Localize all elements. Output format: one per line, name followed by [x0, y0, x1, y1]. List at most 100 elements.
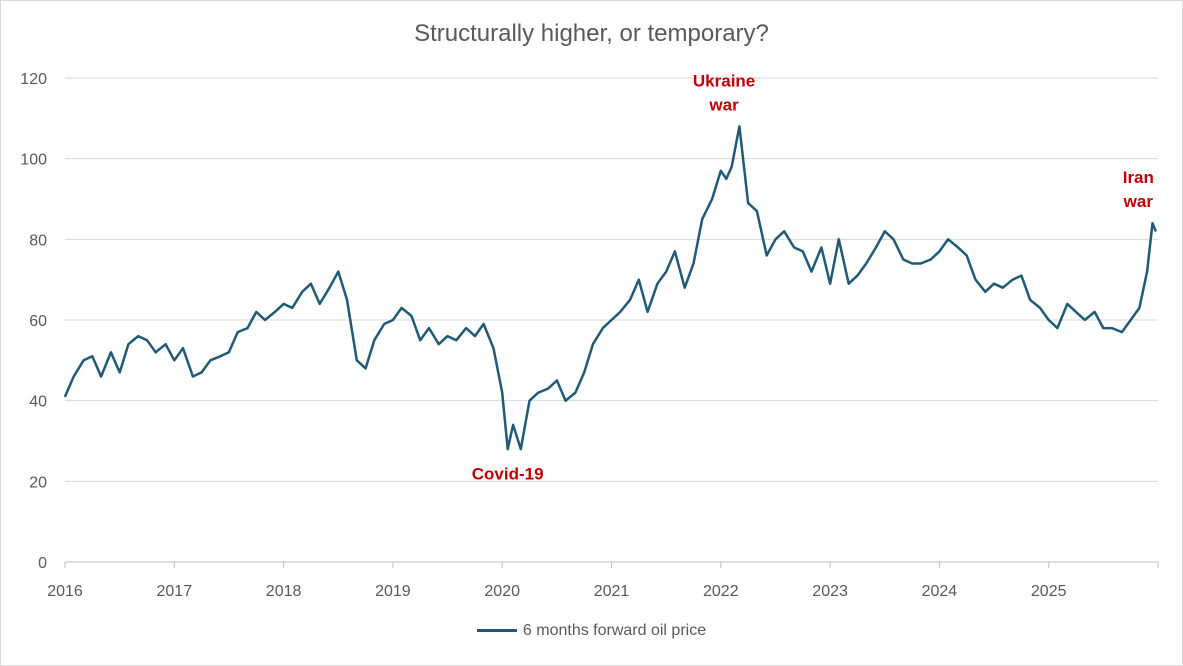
data-point — [766, 254, 768, 257]
data-point — [1048, 319, 1050, 321]
data-point — [537, 392, 539, 394]
data-point — [501, 392, 503, 394]
data-point — [731, 166, 733, 168]
data-point — [201, 371, 203, 373]
data-point — [684, 287, 686, 289]
data-point — [1084, 319, 1086, 321]
x-axis-ticks: 2016 2017 2018 2019 2020 2021 2022 2023 2024 2025 — [47, 562, 1159, 600]
annotation-label: war — [1123, 192, 1154, 211]
data-point — [957, 246, 959, 248]
data-point — [756, 210, 758, 212]
data-point — [465, 327, 467, 329]
y-tick-label: 20 — [29, 474, 47, 491]
data-point — [556, 379, 558, 382]
data-point — [1039, 307, 1041, 309]
y-tick-label: 40 — [29, 394, 47, 411]
series-line — [63, 125, 1157, 451]
data-point — [892, 238, 895, 240]
x-tick-label: 2022 — [703, 583, 739, 600]
legend: 6 months forward oil price — [0, 622, 1183, 640]
data-point — [91, 355, 93, 357]
data-point — [283, 303, 285, 305]
data-point — [810, 271, 813, 273]
data-point — [1146, 271, 1148, 273]
data-point — [512, 424, 514, 426]
data-point — [1111, 327, 1113, 329]
series-group — [63, 125, 1157, 451]
data-point — [884, 230, 886, 232]
data-point — [319, 303, 321, 305]
data-point — [1075, 311, 1077, 313]
y-tick-label: 0 — [38, 555, 47, 572]
annotations: Ukraine war Iran war Covid-19 — [472, 71, 1154, 483]
y-tick-label: 120 — [20, 71, 47, 88]
data-point — [610, 319, 613, 321]
data-point — [182, 347, 184, 349]
data-point — [365, 367, 367, 369]
gridlines — [65, 77, 1158, 563]
data-point — [492, 347, 495, 349]
data-point — [483, 323, 485, 325]
data-point — [774, 238, 777, 240]
x-tick-label: 2023 — [812, 583, 848, 600]
data-point — [829, 283, 831, 285]
data-point — [1066, 303, 1068, 305]
data-point — [1020, 275, 1023, 277]
data-point — [920, 262, 922, 265]
data-point — [328, 287, 331, 289]
data-point — [692, 262, 695, 265]
data-point — [947, 238, 949, 240]
data-point — [310, 283, 312, 285]
data-point — [638, 279, 640, 281]
data-point — [701, 218, 703, 220]
data-point — [392, 319, 394, 321]
data-point — [1121, 331, 1123, 333]
data-point — [592, 343, 594, 345]
data-point — [446, 335, 449, 337]
y-tick-label: 80 — [29, 232, 47, 249]
data-point — [993, 283, 995, 285]
data-point — [438, 343, 440, 345]
data-point — [1002, 287, 1004, 289]
data-point — [720, 170, 722, 172]
data-point — [1012, 279, 1014, 281]
data-point — [984, 291, 986, 293]
x-tick-label: 2025 — [1031, 583, 1067, 600]
data-point — [192, 375, 194, 378]
data-point — [146, 339, 148, 341]
data-point — [346, 299, 348, 301]
data-point — [665, 271, 667, 273]
annotation-label: Ukraine — [693, 71, 755, 90]
data-point — [911, 262, 913, 265]
data-point — [110, 351, 112, 353]
chart-title: Structurally higher, or temporary? — [414, 20, 769, 47]
x-tick-label: 2021 — [594, 583, 630, 600]
data-point — [337, 271, 339, 273]
data-point — [100, 375, 102, 378]
data-point — [930, 258, 932, 261]
data-point — [301, 291, 303, 293]
data-point — [1130, 319, 1132, 321]
data-point — [274, 311, 276, 313]
x-tick-label: 2017 — [157, 583, 193, 600]
data-point — [547, 388, 549, 390]
data-point — [711, 198, 713, 200]
data-point — [237, 331, 239, 333]
data-point — [1138, 307, 1140, 309]
data-point — [856, 275, 859, 277]
data-point — [674, 250, 676, 252]
data-point — [574, 392, 577, 394]
data-point — [73, 375, 75, 378]
data-point — [848, 283, 850, 285]
data-point — [656, 283, 659, 285]
data-point — [219, 355, 221, 357]
data-point — [373, 339, 375, 341]
data-point — [474, 335, 476, 337]
data-point — [165, 343, 167, 345]
x-tick-label: 2020 — [484, 583, 520, 600]
data-point — [528, 400, 531, 402]
legend-swatch — [476, 629, 517, 633]
data-point — [865, 262, 867, 265]
data-point — [507, 448, 509, 450]
data-point — [246, 327, 249, 329]
